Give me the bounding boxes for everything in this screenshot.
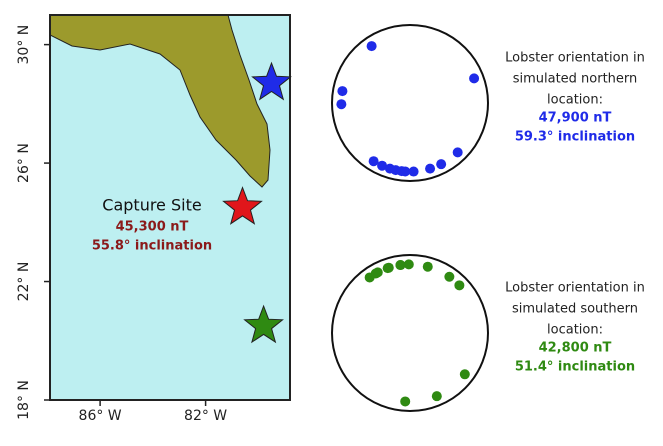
lobster-heading: [377, 160, 388, 171]
lobster-heading: [336, 99, 347, 110]
lobster-heading: [337, 86, 348, 97]
plot-caption: simulated southern: [512, 302, 638, 317]
lobster-heading: [400, 396, 411, 407]
y-tick-label: 22° N: [16, 262, 32, 302]
capture-inclination: 55.8° inclination: [92, 239, 212, 254]
lobster-heading: [469, 73, 480, 84]
lobster-heading: [444, 271, 455, 282]
plot-field: 42,800 nT: [539, 341, 612, 356]
capture-site-label: Capture Site: [102, 196, 201, 215]
y-tick-label: 26° N: [16, 143, 32, 183]
capture-site-star: [222, 186, 263, 225]
plot-inclination: 59.3° inclination: [515, 130, 635, 145]
florida-land: [49, 14, 271, 188]
lobster-heading: [366, 41, 377, 52]
y-tick-label: 30° N: [16, 25, 32, 65]
y-tick-label: 18° N: [16, 380, 32, 420]
lobster-heading: [370, 268, 381, 279]
lobster-heading: [452, 147, 463, 158]
plot-caption: simulated northern: [513, 72, 638, 87]
lobster-heading: [408, 166, 419, 177]
lobster-heading: [436, 159, 447, 170]
plot-caption: Lobster orientation in: [505, 51, 645, 66]
orientation-circle: [331, 24, 489, 182]
x-tick-label: 82° W: [184, 408, 227, 424]
lobster-heading: [400, 166, 411, 177]
lobster-heading: [403, 259, 414, 270]
lobster-heading: [422, 261, 433, 272]
plot-caption: Lobster orientation in: [505, 281, 645, 296]
x-tick-label: 86° W: [79, 408, 122, 424]
lobster-heading: [431, 391, 442, 402]
lobster-heading: [395, 260, 406, 271]
map-frame: [49, 14, 291, 401]
lobster-heading: [382, 263, 393, 274]
plot-caption: location:: [547, 323, 603, 338]
plot-caption: location:: [547, 93, 603, 108]
site-star: [243, 304, 284, 344]
site-star: [251, 61, 292, 101]
capture-field: 45,300 nT: [116, 220, 189, 235]
plot-field: 47,900 nT: [539, 111, 612, 126]
lobster-heading: [425, 163, 436, 174]
lobster-heading: [454, 280, 465, 291]
orientation-circle: [331, 254, 489, 412]
plot-inclination: 51.4° inclination: [515, 360, 635, 375]
lobster-heading: [459, 369, 470, 380]
lobster-heading: [368, 156, 379, 167]
